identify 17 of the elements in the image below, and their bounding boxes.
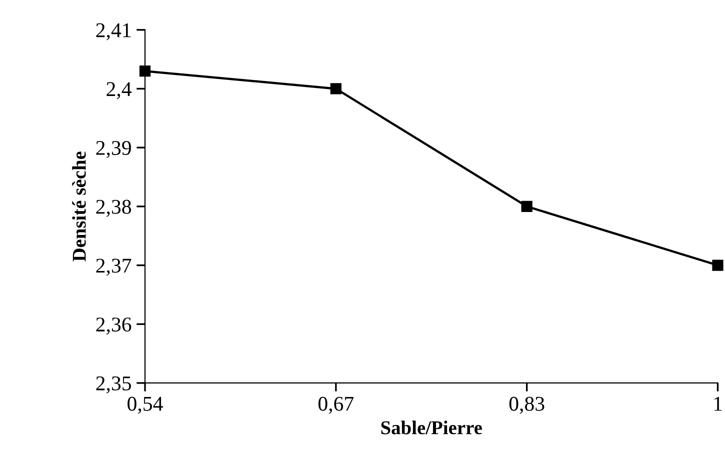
y-tick-label: 2,39 xyxy=(96,141,131,158)
y-tick-label: 2,41 xyxy=(96,23,131,40)
y-tick-label: 2,38 xyxy=(96,200,132,217)
point xyxy=(521,200,532,212)
x-tick-label: 1 xyxy=(714,396,722,411)
x-tick-label: 0,83 xyxy=(509,396,544,414)
y-tick-label: 2,4 xyxy=(106,82,132,100)
point xyxy=(712,260,724,271)
y-tick-label: 2,37 xyxy=(96,258,132,276)
y-axis-title: Densité sèche xyxy=(72,152,86,262)
x-tick-label: 0,54 xyxy=(128,396,163,414)
y-tick-label: 2,35 xyxy=(96,376,131,394)
x-tick-label: 0,67 xyxy=(318,396,354,414)
x-axis-title: Sable/Pierre xyxy=(381,420,482,434)
point xyxy=(139,66,151,77)
y-tick-label: 2,36 xyxy=(96,318,132,335)
point xyxy=(330,83,342,94)
